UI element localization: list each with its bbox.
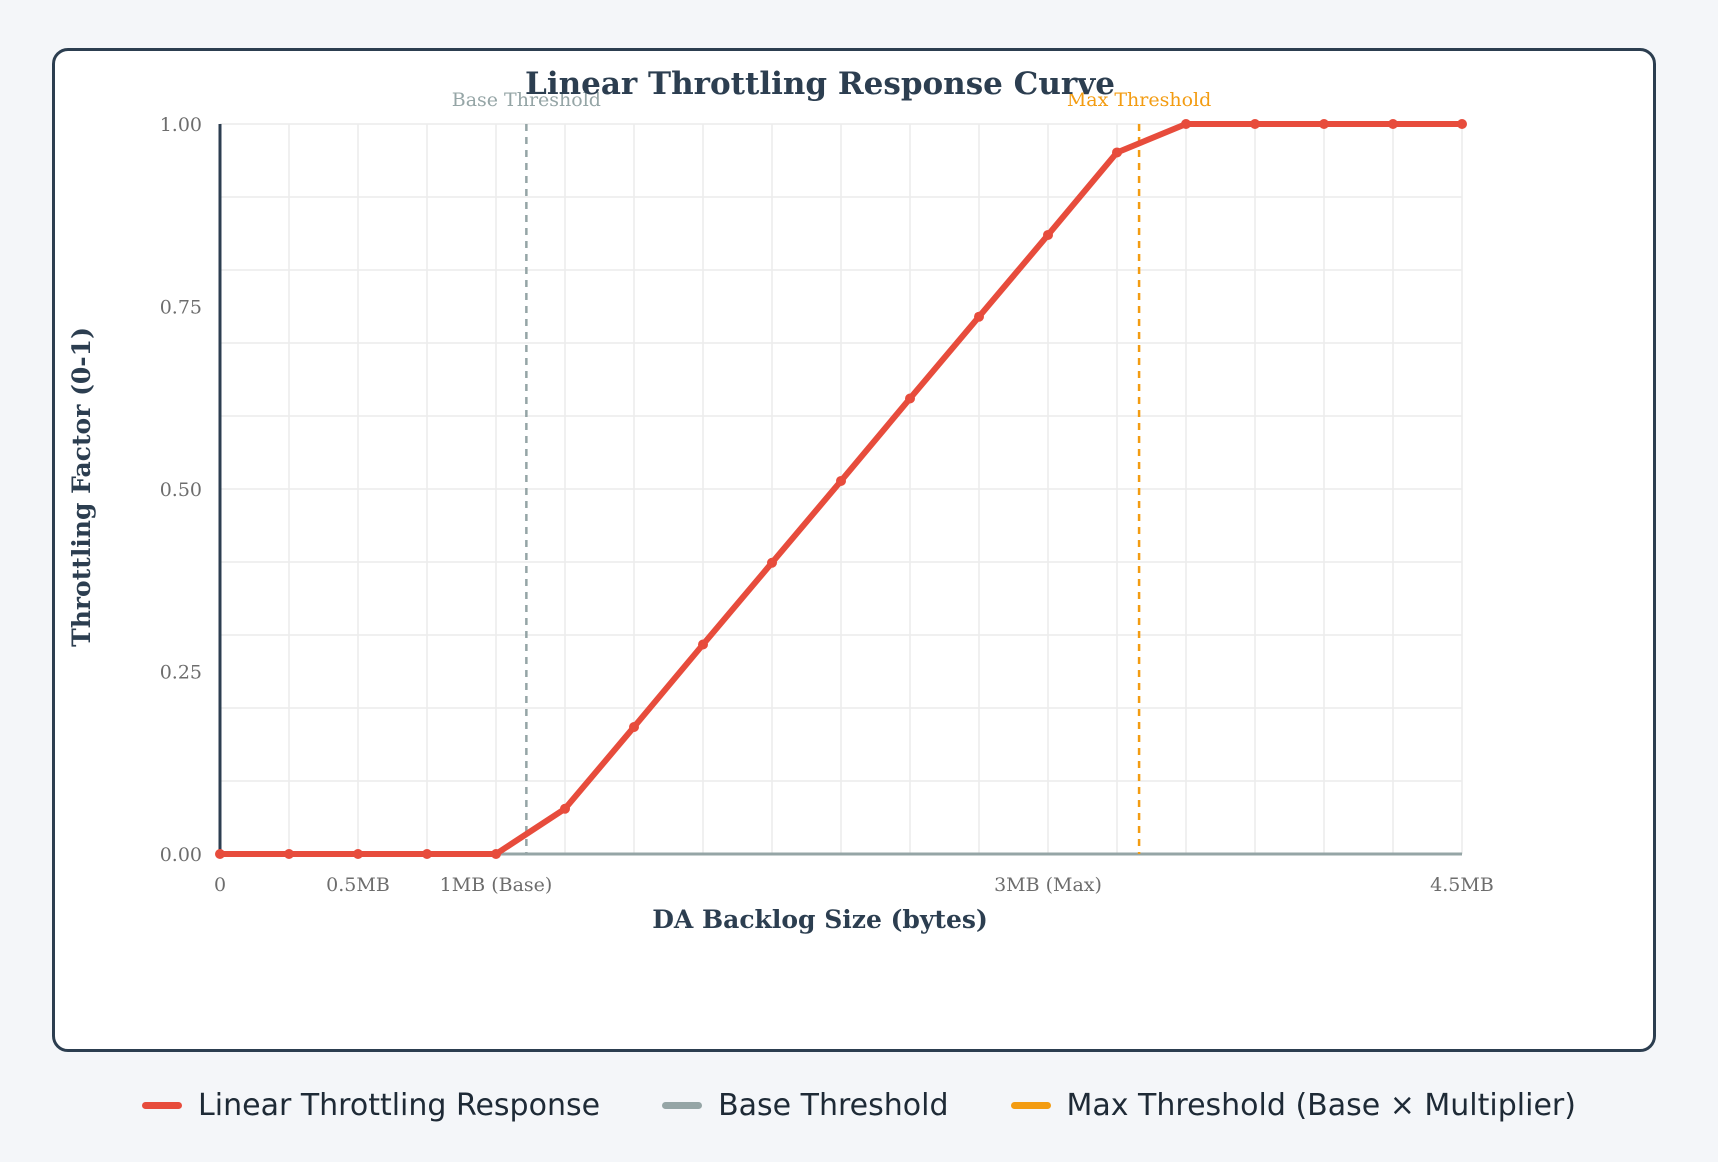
legend-item-linear-response[interactable]: Linear Throttling Response <box>142 1088 600 1123</box>
data-point <box>560 803 570 814</box>
data-point <box>422 849 432 859</box>
data-point <box>1112 147 1122 158</box>
x-tick-label: 1MB (Base) <box>440 874 553 896</box>
data-point <box>491 849 501 859</box>
legend: Linear Throttling Response Base Threshol… <box>0 1088 1718 1123</box>
data-point <box>1181 119 1191 129</box>
legend-item-base-threshold[interactable]: Base Threshold <box>662 1088 949 1123</box>
throttling-chart: Base Threshold Max Threshold 0.00 0.25 0.50… <box>67 66 1494 934</box>
threshold-label-0: Base Threshold <box>452 89 601 111</box>
legend-swatch-base-threshold <box>662 1102 703 1109</box>
legend-item-max-threshold[interactable]: Max Threshold (Base × Multiplier) <box>1010 1088 1576 1123</box>
data-point <box>353 849 363 859</box>
y-axis-title: Throttling Factor (0-1) <box>67 327 96 647</box>
data-point <box>974 311 984 322</box>
chart-card: Base Threshold Max Threshold 0.00 0.25 0.50… <box>52 48 1656 1052</box>
data-point <box>1388 119 1398 129</box>
x-tick-label: 0 <box>214 874 226 896</box>
data-point <box>1319 119 1329 129</box>
data-point <box>284 849 294 859</box>
y-tick-label: 0.75 <box>160 297 202 319</box>
threshold-layer: Base Threshold Max Threshold <box>452 89 1211 854</box>
legend-label-linear-response: Linear Throttling Response <box>198 1088 601 1123</box>
x-tick-label: 3MB (Max) <box>994 874 1102 896</box>
data-point <box>215 849 225 859</box>
x-axis-title: DA Backlog Size (bytes) <box>652 905 988 934</box>
data-point <box>1043 229 1053 240</box>
legend-swatch-max-threshold <box>1010 1102 1051 1109</box>
data-point <box>1250 119 1260 129</box>
grid-layer <box>219 123 1463 855</box>
legend-swatch-linear-response <box>142 1102 183 1109</box>
x-tick-label: 0.5MB <box>326 874 390 896</box>
data-point <box>905 393 915 404</box>
y-tick-label: 0.00 <box>160 844 202 866</box>
y-tick-label: 0.50 <box>160 479 202 501</box>
x-tick-label: 4.5MB <box>1430 874 1494 896</box>
data-point <box>698 639 708 650</box>
data-point <box>1457 119 1467 129</box>
y-tick-label: 1.00 <box>160 114 202 136</box>
data-point <box>836 475 846 486</box>
tick-layer: 0.00 0.25 0.50 0.75 1.00 0 0.5MB 1MB (Base) 3MB … <box>160 114 1494 896</box>
chart-title: Linear Throttling Response Curve <box>525 66 1115 102</box>
data-point <box>629 721 639 732</box>
legend-label-max-threshold: Max Threshold (Base × Multiplier) <box>1066 1088 1576 1123</box>
y-tick-label: 0.25 <box>160 662 202 684</box>
legend-label-base-threshold: Base Threshold <box>718 1088 949 1123</box>
data-point <box>767 557 777 568</box>
threshold-label-1: Max Threshold <box>1067 89 1211 111</box>
series-layer <box>215 119 1467 859</box>
